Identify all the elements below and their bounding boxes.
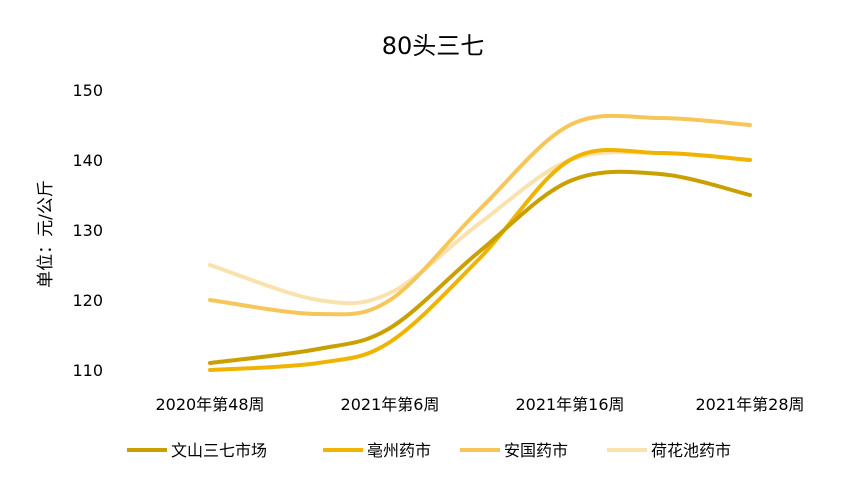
x-tick-label: 2021年第16周 [515, 395, 624, 414]
series-lines [208, 113, 752, 372]
y-tick-label: 120 [72, 291, 103, 310]
legend: 文山三七市场 亳州药市 安国药市 荷花池药市 [127, 441, 731, 460]
y-tick-label: 140 [72, 151, 103, 170]
chart-title: 80头三七 [382, 32, 485, 60]
legend-item: 亳州药市 [323, 441, 431, 460]
x-tick-label: 2021年第6周 [341, 395, 440, 414]
series-line [208, 169, 752, 365]
legend-label: 安国药市 [504, 441, 568, 460]
legend-item: 文山三七市场 [127, 441, 267, 460]
x-tick-label: 2021年第28周 [695, 395, 804, 414]
legend-label: 文山三七市场 [171, 441, 267, 460]
series-line [208, 147, 752, 372]
x-axis-ticks: 2020年第48周 2021年第6周 2021年第16周 2021年第28周 [155, 395, 804, 414]
y-tick-label: 130 [72, 221, 103, 240]
legend-label: 荷花池药市 [651, 441, 731, 460]
y-axis-ticks: 110 120 130 140 150 [72, 81, 103, 380]
legend-item: 荷花池药市 [607, 441, 731, 460]
x-tick-label: 2020年第48周 [155, 395, 264, 414]
y-tick-label: 150 [72, 81, 103, 100]
legend-item: 安国药市 [460, 441, 568, 460]
y-axis-label: 单位：元/公斤 [36, 180, 56, 288]
series-line [208, 113, 752, 317]
y-tick-label: 110 [72, 361, 103, 380]
legend-label: 亳州药市 [367, 441, 431, 460]
